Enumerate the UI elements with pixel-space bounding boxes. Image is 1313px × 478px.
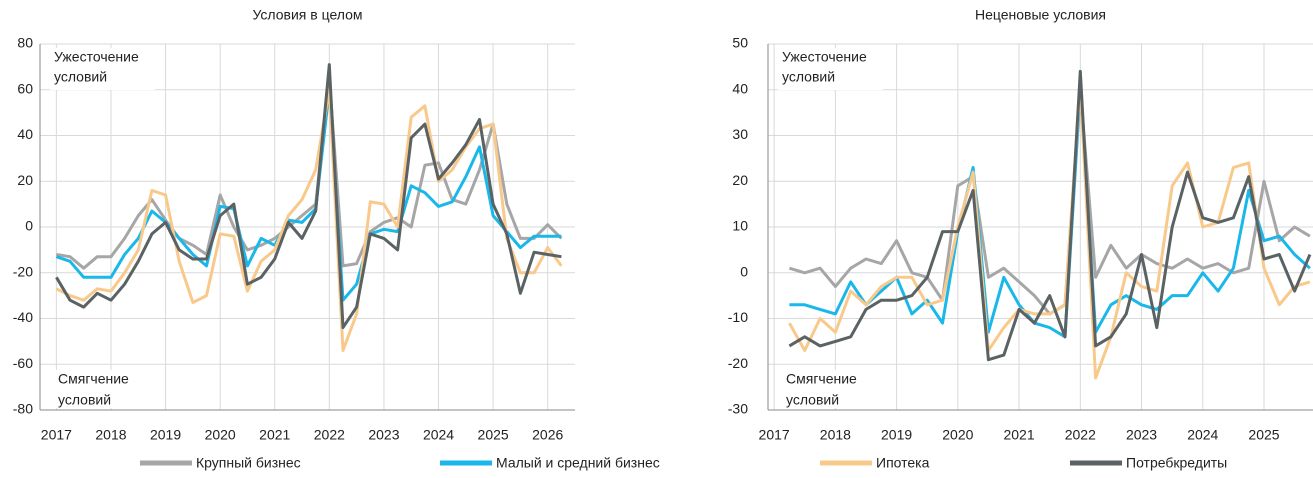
annotation-bg (778, 370, 868, 408)
annotation: условий (786, 392, 839, 408)
y-tick-label: 60 (17, 80, 33, 96)
x-tick-label: 2025 (478, 427, 509, 443)
annotation-bg (50, 370, 140, 408)
x-tick-label: 2019 (150, 427, 181, 443)
legend-label: Потребкредиты (1126, 455, 1227, 471)
x-tick-label: 2024 (1187, 427, 1218, 443)
y-tick-label: 20 (17, 172, 33, 188)
series-line (55, 63, 562, 330)
annotation: условий (54, 69, 107, 85)
series-line (789, 88, 1311, 339)
y-tick-label: 20 (732, 172, 748, 188)
y-tick-label: -60 (13, 355, 33, 371)
legend-label: Малый и средний бизнес (496, 455, 660, 471)
series-line (55, 88, 562, 302)
x-tick-label: 2023 (1126, 427, 1157, 443)
y-tick-label: -20 (13, 263, 33, 279)
x-tick-label: 2018 (95, 427, 126, 443)
y-tick-label: -20 (728, 355, 748, 371)
x-tick-label: 2020 (205, 427, 236, 443)
y-tick-label: -40 (13, 309, 33, 325)
x-tick-label: 2022 (1065, 427, 1096, 443)
annotation-bg (778, 48, 883, 90)
legend-label: Ипотека (876, 455, 930, 471)
y-tick-label: 30 (732, 126, 748, 142)
x-tick-label: 2024 (423, 427, 454, 443)
x-tick-label: 2017 (759, 427, 790, 443)
y-tick-label: 0 (740, 263, 748, 279)
annotation: условий (58, 392, 111, 408)
chart-title: Неценовые условия (975, 7, 1106, 23)
series-line (788, 83, 1311, 380)
y-tick-label: -10 (728, 309, 748, 325)
x-tick-label: 2019 (881, 427, 912, 443)
y-tick-label: 40 (732, 80, 748, 96)
y-tick-label: 40 (17, 126, 33, 142)
legend-label: Крупный бизнес (196, 455, 301, 471)
annotation-bg (50, 48, 155, 90)
annotation: Смягчение (786, 371, 857, 387)
x-tick-label: 2023 (368, 427, 399, 443)
x-tick-label: 2026 (532, 427, 563, 443)
y-tick-label: -30 (728, 401, 748, 417)
series-line (788, 88, 1311, 316)
series-line (55, 88, 563, 352)
x-tick-label: 2021 (259, 427, 290, 443)
annotation: Смягчение (58, 371, 129, 387)
annotation: Ужесточение (54, 49, 139, 65)
series-line (56, 76, 563, 270)
y-tick-label: 50 (732, 35, 748, 51)
x-tick-label: 2017 (41, 427, 72, 443)
y-tick-label: 80 (17, 35, 33, 51)
y-tick-label: 10 (732, 218, 748, 234)
x-tick-label: 2022 (314, 427, 345, 443)
annotation: условий (782, 69, 835, 85)
y-tick-label: 0 (25, 218, 33, 234)
x-tick-label: 2020 (942, 427, 973, 443)
annotation: Ужесточение (782, 49, 867, 65)
x-tick-label: 2021 (1003, 427, 1034, 443)
chart-title: Условия в целом (252, 7, 362, 23)
y-tick-label: -80 (13, 401, 33, 417)
x-tick-label: 2018 (820, 427, 851, 443)
x-tick-label: 2025 (1248, 427, 1279, 443)
series-line (788, 69, 1312, 362)
